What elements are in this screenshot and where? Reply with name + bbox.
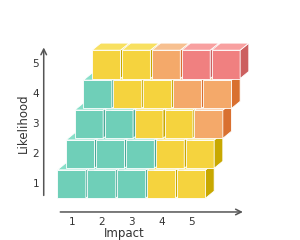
Polygon shape [58,170,86,198]
Polygon shape [146,163,154,198]
Polygon shape [154,133,163,168]
Polygon shape [210,43,219,78]
Polygon shape [232,73,240,108]
Polygon shape [126,133,163,140]
Polygon shape [165,110,193,138]
Polygon shape [203,73,240,80]
Polygon shape [92,50,121,78]
Polygon shape [186,140,214,168]
Text: Impact: Impact [103,227,144,240]
Text: 4: 4 [158,217,165,227]
Polygon shape [182,43,219,50]
Polygon shape [121,43,129,78]
Polygon shape [194,110,223,138]
Polygon shape [203,80,232,108]
Polygon shape [117,163,154,170]
Polygon shape [202,73,210,108]
Polygon shape [83,80,112,108]
Polygon shape [94,133,103,168]
Text: 2: 2 [98,217,105,227]
Polygon shape [172,73,180,108]
Polygon shape [75,103,112,110]
Polygon shape [147,170,176,198]
Text: 1: 1 [68,217,75,227]
Polygon shape [124,133,133,168]
Text: 5: 5 [32,59,39,69]
Polygon shape [147,163,184,170]
Polygon shape [163,103,172,138]
Text: Likelihood: Likelihood [17,94,30,153]
Polygon shape [186,133,223,140]
Polygon shape [66,140,94,168]
Polygon shape [240,43,249,78]
Polygon shape [143,80,172,108]
Polygon shape [96,133,133,140]
Polygon shape [143,73,180,80]
Polygon shape [177,163,214,170]
Text: 5: 5 [188,217,195,227]
Polygon shape [177,170,206,198]
Polygon shape [156,133,193,140]
Polygon shape [152,43,189,50]
Polygon shape [193,103,202,138]
Polygon shape [87,170,116,198]
Polygon shape [194,103,232,110]
Polygon shape [214,133,223,168]
Polygon shape [150,43,159,78]
Polygon shape [176,163,184,198]
Polygon shape [66,133,103,140]
Polygon shape [75,110,103,138]
Text: 1: 1 [32,179,39,189]
Polygon shape [122,43,159,50]
Polygon shape [87,163,124,170]
Text: 4: 4 [32,89,39,99]
Polygon shape [152,50,180,78]
Polygon shape [180,43,189,78]
Polygon shape [96,140,124,168]
Polygon shape [105,110,133,138]
Polygon shape [117,170,146,198]
Polygon shape [135,103,172,110]
Text: 2: 2 [32,149,39,159]
Polygon shape [156,140,184,168]
Polygon shape [212,43,249,50]
Polygon shape [206,163,214,198]
Polygon shape [92,43,129,50]
Polygon shape [83,73,121,80]
Polygon shape [122,50,150,78]
Polygon shape [184,133,193,168]
Polygon shape [133,103,142,138]
Polygon shape [103,103,112,138]
Polygon shape [212,50,240,78]
Polygon shape [135,110,163,138]
Polygon shape [58,163,94,170]
Polygon shape [112,73,121,108]
Polygon shape [223,103,232,138]
Polygon shape [173,73,210,80]
Text: 3: 3 [128,217,135,227]
Polygon shape [105,103,142,110]
Text: 3: 3 [32,119,39,129]
Polygon shape [165,103,202,110]
Polygon shape [126,140,154,168]
Polygon shape [182,50,210,78]
Polygon shape [86,163,94,198]
Polygon shape [142,73,150,108]
Polygon shape [113,73,150,80]
Polygon shape [173,80,202,108]
Polygon shape [113,80,142,108]
Polygon shape [116,163,124,198]
